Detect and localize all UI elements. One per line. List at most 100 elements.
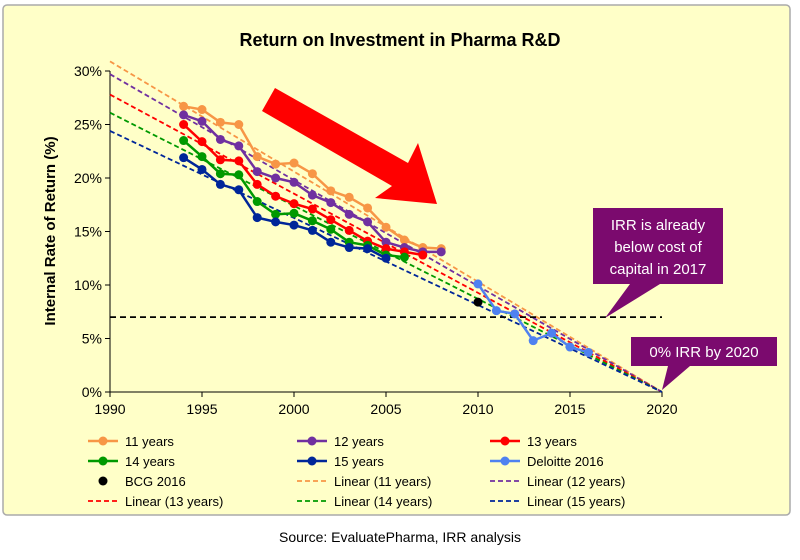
y-tick-label: 5% [82, 331, 102, 347]
y-tick-label: 15% [74, 224, 102, 240]
data-point-deloitte-2016 [547, 328, 557, 338]
data-point-deloitte-2016 [491, 306, 501, 316]
legend-marker-bcg-2016 [98, 476, 108, 486]
data-point-deloitte-2016 [583, 347, 593, 357]
data-point-13-years [289, 199, 299, 209]
data-point-11-years [381, 222, 391, 232]
data-point-deloitte-2016 [565, 342, 575, 352]
callout-line-1: IRR is already [611, 217, 706, 234]
legend-label-linear-14-years: Linear (14 years) [334, 494, 432, 509]
data-point-12-years [234, 141, 244, 151]
data-point-13-years [179, 120, 189, 129]
data-point-15-years [326, 237, 336, 247]
data-point-bcg-2016 [473, 297, 483, 307]
data-point-11-years [197, 105, 207, 115]
data-point-15-years [344, 243, 354, 253]
y-tick-label: 10% [74, 277, 102, 293]
trendline-linear-12-years [109, 73, 663, 393]
data-point-14-years [307, 216, 317, 226]
legend-label-linear-15-years: Linear (15 years) [527, 494, 625, 509]
callout-cost-of-capital: IRR is already below cost of capital in … [593, 208, 723, 318]
data-point-14-years [215, 169, 225, 179]
y-tick-label: 30% [74, 63, 102, 79]
data-point-11-years [252, 152, 262, 162]
data-point-13-years [307, 204, 317, 214]
data-point-15-years [381, 253, 391, 263]
data-point-12-years [307, 190, 317, 200]
y-tick-label: 20% [74, 170, 102, 186]
y-tick-label: 25% [74, 117, 102, 133]
data-point-15-years [179, 153, 189, 163]
data-point-12-years [289, 177, 299, 187]
data-point-15-years [234, 185, 244, 195]
data-point-deloitte-2016 [473, 279, 483, 289]
data-point-12-years [252, 167, 262, 177]
data-point-12-years [363, 217, 373, 227]
data-point-13-years [326, 215, 336, 225]
x-tick-label: 1995 [186, 401, 217, 417]
data-point-15-years [271, 217, 281, 227]
x-tick-label: 2020 [646, 401, 677, 417]
legend-marker-13-years [500, 436, 510, 446]
data-point-12-years [179, 110, 189, 120]
x-tick-label: 2000 [278, 401, 309, 417]
data-point-14-years [399, 252, 409, 262]
callout-zero-irr-text: 0% IRR by 2020 [649, 344, 758, 361]
data-point-12-years [344, 209, 354, 219]
data-point-11-years [399, 235, 409, 245]
data-point-15-years [197, 164, 207, 174]
data-series [179, 101, 593, 357]
data-point-15-years [289, 220, 299, 230]
legend: 11 years 12 years 13 years 14 years 15 years… [88, 434, 625, 509]
legend-marker-14-years [98, 456, 108, 466]
legend-marker-12-years [307, 436, 317, 446]
legend-marker-11-years [98, 436, 108, 446]
legend-label-15-years: 15 years [334, 454, 384, 469]
callout-line-3: capital in 2017 [610, 261, 707, 278]
legend-label-linear-11-years: Linear (11 years) [334, 474, 431, 489]
data-point-14-years [252, 197, 262, 207]
data-point-13-years [381, 244, 391, 254]
data-point-11-years [326, 186, 336, 196]
legend-label-bcg-2016: BCG 2016 [125, 474, 186, 489]
legend-label-deloitte-2016: Deloitte 2016 [527, 454, 604, 469]
source-note: Source: EvaluatePharma, IRR analysis [279, 529, 521, 545]
data-point-11-years [179, 101, 189, 111]
data-point-13-years [344, 225, 354, 235]
chart-title: Return on Investment in Pharma R&D [239, 30, 560, 50]
legend-marker-deloitte-2016 [500, 456, 510, 466]
data-point-12-years [436, 247, 446, 257]
legend-label-13-years: 13 years [527, 434, 577, 449]
data-point-11-years [271, 159, 281, 169]
legend-label-11-years: 11 years [125, 434, 174, 449]
data-point-15-years [252, 213, 262, 223]
data-point-deloitte-2016 [510, 309, 520, 319]
data-point-13-years [252, 179, 262, 189]
callout-line-2: below cost of [614, 239, 702, 256]
data-point-12-years [381, 237, 391, 247]
data-point-12-years [215, 134, 225, 144]
x-tick-label: 2015 [554, 401, 585, 417]
data-point-12-years [271, 173, 281, 183]
data-point-11-years [289, 158, 299, 168]
legend-label-14-years: 14 years [125, 454, 175, 469]
data-point-14-years [197, 152, 207, 162]
data-point-11-years [234, 120, 244, 129]
data-point-15-years [215, 179, 225, 189]
x-tick-label: 1990 [94, 401, 125, 417]
x-tick-label: 2005 [370, 401, 401, 417]
red-arrow [262, 88, 437, 204]
legend-label-linear-13-years: Linear (13 years) [125, 494, 223, 509]
data-point-15-years [307, 225, 317, 235]
data-point-11-years [215, 117, 225, 127]
data-point-14-years [289, 208, 299, 218]
legend-label-12-years: 12 years [334, 434, 384, 449]
data-point-14-years [179, 136, 189, 146]
y-axis-label: Internal Rate of Return (%) [42, 136, 59, 325]
data-point-13-years [197, 137, 207, 147]
y-tick-label: 0% [82, 384, 102, 400]
data-point-deloitte-2016 [528, 336, 538, 346]
data-point-13-years [234, 156, 244, 166]
